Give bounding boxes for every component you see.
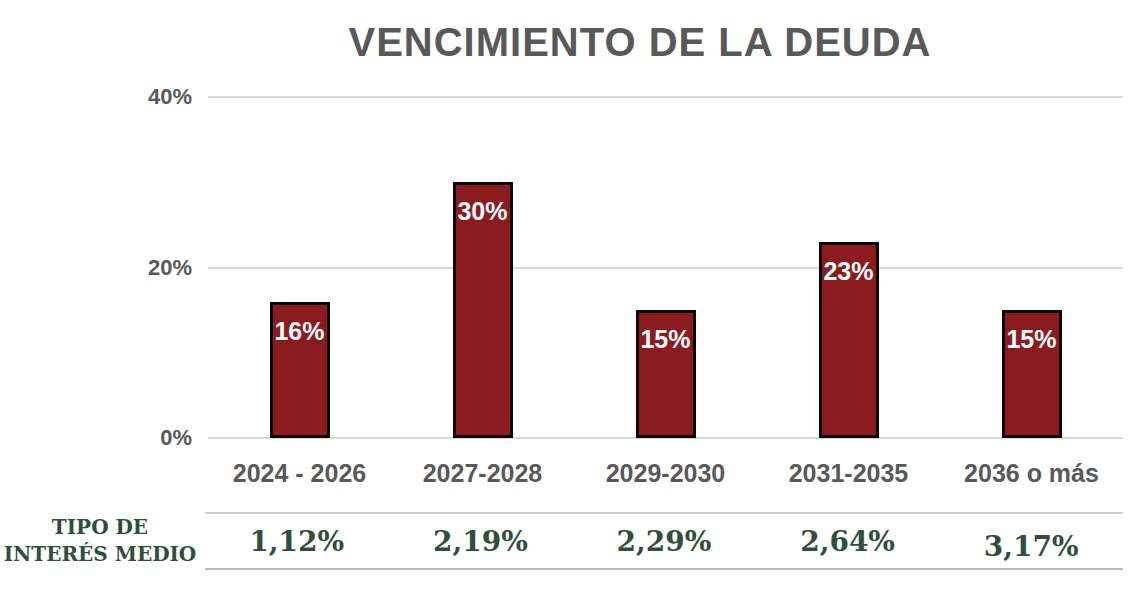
- bar-value-label: 23%: [822, 257, 876, 286]
- chart-title: VENCIMIENTO DE LA DEUDA: [170, 20, 1110, 65]
- bar: 16%: [270, 302, 330, 438]
- bar-cell: 30%: [391, 97, 574, 438]
- interest-rate-value: 1,12%: [205, 525, 389, 558]
- bar-value-label: 16%: [273, 317, 327, 346]
- interest-rate-value: 3,17%: [939, 530, 1123, 563]
- rate-label-line2: INTERÉS MEDIO: [4, 542, 197, 566]
- plot-area: 16% 30% 15% 23% 15%: [208, 97, 1123, 438]
- bar-value-label: 30%: [456, 197, 510, 226]
- bar-value-label: 15%: [639, 325, 693, 354]
- rate-label-line1: TIPO DE: [52, 515, 148, 539]
- y-tick-label: 20%: [148, 257, 192, 279]
- interest-rate-values-row: 1,12%2,19%2,29%2,64%3,17%: [205, 512, 1123, 570]
- x-tick-label: 2036 o más: [940, 459, 1123, 488]
- interest-rate-value: 2,29%: [572, 525, 756, 558]
- bar-cell: 15%: [940, 97, 1123, 438]
- x-tick-label: 2031-2035: [757, 459, 940, 488]
- interest-rate-row-label: TIPO DE INTERÉS MEDIO: [0, 512, 200, 570]
- bar: 23%: [819, 242, 879, 438]
- bar-value-label: 15%: [1005, 325, 1059, 354]
- x-tick-label: 2024 - 2026: [208, 459, 391, 488]
- bar-cell: 23%: [757, 97, 940, 438]
- x-axis-labels: 2024 - 20262027-20282029-20302031-203520…: [208, 456, 1123, 490]
- bar: 15%: [1002, 310, 1062, 438]
- x-tick-label: 2027-2028: [391, 459, 574, 488]
- interest-rate-value: 2,19%: [389, 525, 573, 558]
- bar: 15%: [636, 310, 696, 438]
- bars-row: 16% 30% 15% 23% 15%: [208, 97, 1123, 438]
- y-axis-labels: 0%20%40%: [0, 97, 192, 438]
- y-tick-label: 0%: [160, 427, 192, 449]
- bar: 30%: [453, 182, 513, 438]
- debt-maturity-slide: VENCIMIENTO DE LA DEUDA 0%20%40% 16%30%1…: [0, 0, 1141, 606]
- bar-cell: 16%: [208, 97, 391, 438]
- interest-rate-value: 2,64%: [756, 525, 940, 558]
- y-tick-label: 40%: [148, 86, 192, 108]
- bar-cell: 15%: [574, 97, 757, 438]
- x-tick-label: 2029-2030: [574, 459, 757, 488]
